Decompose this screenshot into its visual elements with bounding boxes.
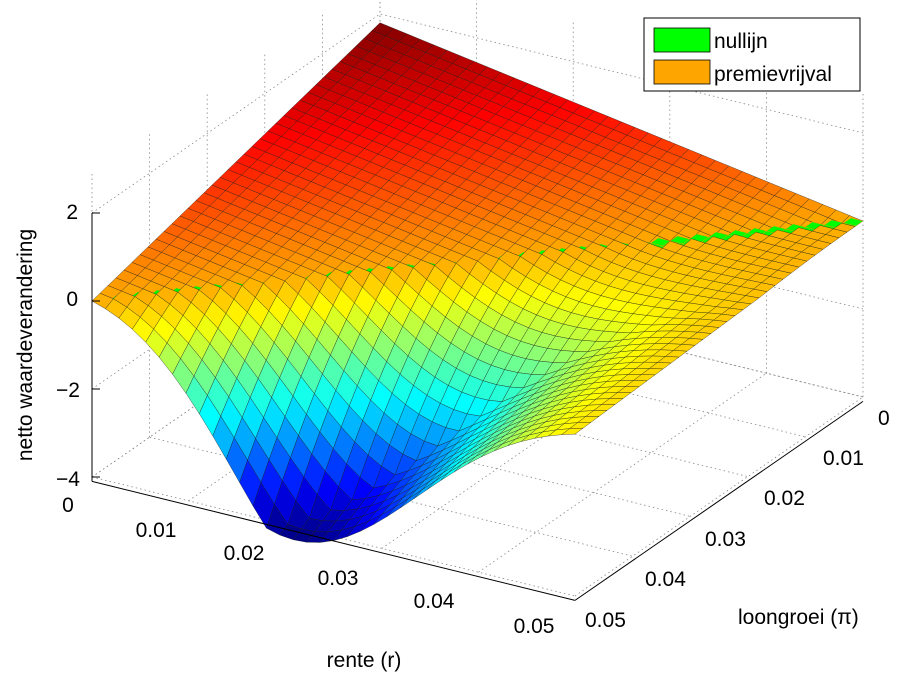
z-tick: 2 xyxy=(66,201,78,224)
legend-swatch-nullijn xyxy=(653,27,711,53)
x-axis-label: rente (r) xyxy=(327,649,402,672)
x-tick: 0.05 xyxy=(514,615,555,638)
y-tick: 0.04 xyxy=(645,568,686,591)
premievrijval-surface-front xyxy=(91,223,856,543)
x-tick: 0.03 xyxy=(318,567,359,590)
z-tick: 0 xyxy=(66,288,78,311)
z-axis-ticks: −4 −2 0 2 xyxy=(56,201,80,491)
x-tick: 0.01 xyxy=(136,519,177,542)
z-tick: −2 xyxy=(56,379,80,402)
x-axis-ticks: 0 0.01 0.02 0.03 0.04 0.05 xyxy=(62,494,554,638)
x-tick: 0.02 xyxy=(224,542,265,565)
legend: nullijn premievrijval xyxy=(643,17,861,92)
axes-frame xyxy=(91,212,864,601)
y-tick: 0.03 xyxy=(705,528,746,551)
y-tick: 0.01 xyxy=(823,447,864,470)
z-tick: −4 xyxy=(56,468,80,491)
y-tick: 0 xyxy=(878,407,890,430)
premievrijval-surface xyxy=(99,22,864,299)
y-tick: 0.02 xyxy=(764,487,805,510)
nullijn-patch xyxy=(843,217,864,227)
y-axis-label: loongroei (π) xyxy=(738,606,859,629)
legend-label-nullijn: nullijn xyxy=(714,30,768,53)
legend-swatch-premievrijval xyxy=(653,59,711,85)
y-axis-ticks: 0 0.01 0.02 0.03 0.04 0.05 xyxy=(585,407,890,632)
surface-patch xyxy=(561,427,584,435)
y-tick: 0.05 xyxy=(585,609,626,632)
x-tick: 0.04 xyxy=(414,590,455,613)
legend-label-premievrijval: premievrijval xyxy=(714,63,832,86)
x-tick: 0 xyxy=(62,494,74,517)
z-axis-label: netto waardeverandering xyxy=(14,229,37,461)
